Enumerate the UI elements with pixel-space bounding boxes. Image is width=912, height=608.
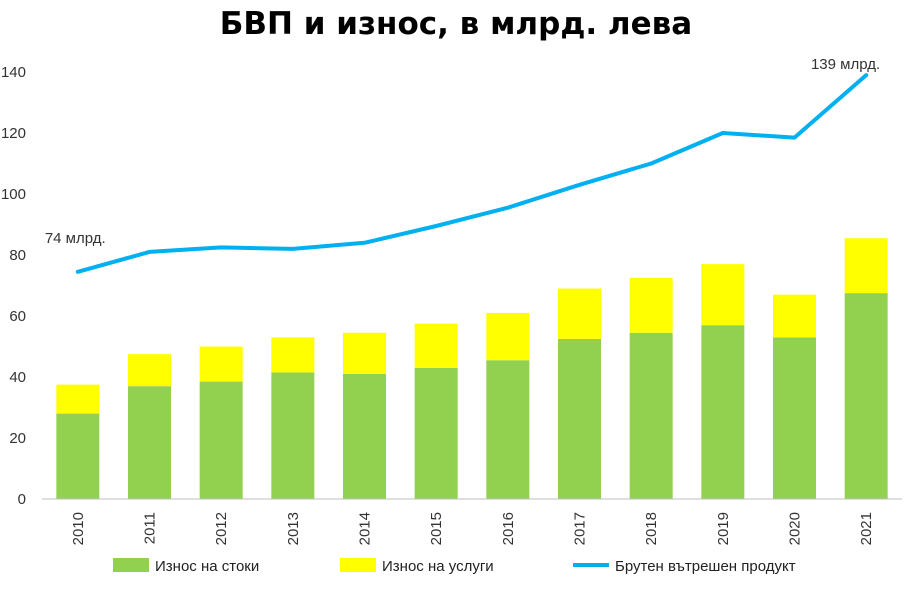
- bar-services-2012: [199, 346, 243, 382]
- data-label: 139 млрд.: [811, 56, 880, 73]
- bar-services-2021: [844, 238, 888, 294]
- bar-services-2020: [773, 294, 816, 338]
- bar-goods-2020: [773, 337, 816, 499]
- bar-goods-2012: [199, 381, 243, 499]
- y-tick-label: 20: [9, 430, 26, 447]
- bar-services-2010: [56, 384, 100, 414]
- x-tick-label: 2010: [70, 512, 87, 545]
- legend-label: Износ на услуги: [382, 558, 494, 575]
- bar-services-2016: [486, 312, 530, 361]
- bar-services-2013: [271, 337, 315, 373]
- x-tick-label: 2014: [357, 512, 374, 545]
- x-tick-label: 2012: [213, 512, 230, 545]
- bar-goods-2014: [343, 373, 386, 499]
- bar-services-2017: [558, 288, 601, 339]
- x-tick-label: 2019: [715, 512, 732, 545]
- legend-label: Брутен вътрешен продукт: [615, 558, 796, 575]
- x-tick-label: 2015: [428, 512, 445, 545]
- bar-goods-2021: [844, 293, 888, 499]
- line-series: [75, 73, 869, 274]
- y-tick-label: 140: [1, 64, 26, 81]
- gdp-line: [75, 73, 869, 274]
- legend-swatch: [340, 558, 376, 572]
- x-tick-label: 2011: [142, 512, 159, 544]
- bar-series: [56, 238, 888, 499]
- bar-goods-2010: [56, 413, 100, 499]
- bar-services-2014: [343, 332, 386, 374]
- bar-goods-2011: [128, 386, 171, 499]
- chart-title: БВП и износ, в млрд. лева: [219, 6, 693, 42]
- y-tick-label: 100: [1, 186, 26, 203]
- bar-goods-2015: [414, 367, 458, 499]
- x-tick-label: 2021: [858, 512, 875, 545]
- x-tick-label: 2020: [787, 512, 804, 545]
- data-label: 74 млрд.: [45, 230, 106, 247]
- y-tick-label: 60: [9, 308, 26, 325]
- x-tick-label: 2013: [285, 512, 302, 545]
- y-tick-label: 0: [18, 491, 26, 508]
- bar-goods-2018: [629, 332, 673, 499]
- annotations: 74 млрд. 139 млрд.: [45, 56, 880, 247]
- legend: Износ на стоки Износ на услуги Брутен вътр…: [113, 558, 796, 575]
- y-tick-label: 40: [9, 369, 26, 386]
- y-tick-label: 120: [1, 125, 26, 142]
- x-tick-label: 2016: [500, 512, 517, 545]
- x-axis: 2010 2011 2012 2013 2014 2015 2016 2017 2018 2019…: [70, 512, 875, 545]
- y-axis: 0 20 40 60 80 100 120 140: [1, 64, 26, 508]
- bar-goods-2017: [558, 338, 601, 499]
- bar-goods-2019: [701, 325, 745, 499]
- legend-swatch: [113, 558, 149, 572]
- y-tick-label: 80: [9, 247, 26, 264]
- x-tick-label: 2017: [572, 512, 589, 545]
- bar-services-2018: [629, 277, 673, 333]
- bar-services-2015: [414, 323, 458, 368]
- bar-services-2011: [128, 354, 171, 387]
- bar-services-2019: [701, 264, 745, 326]
- bar-goods-2016: [486, 360, 530, 499]
- legend-label: Износ на стоки: [155, 558, 259, 575]
- x-tick-label: 2018: [643, 512, 660, 545]
- bar-goods-2013: [271, 372, 315, 499]
